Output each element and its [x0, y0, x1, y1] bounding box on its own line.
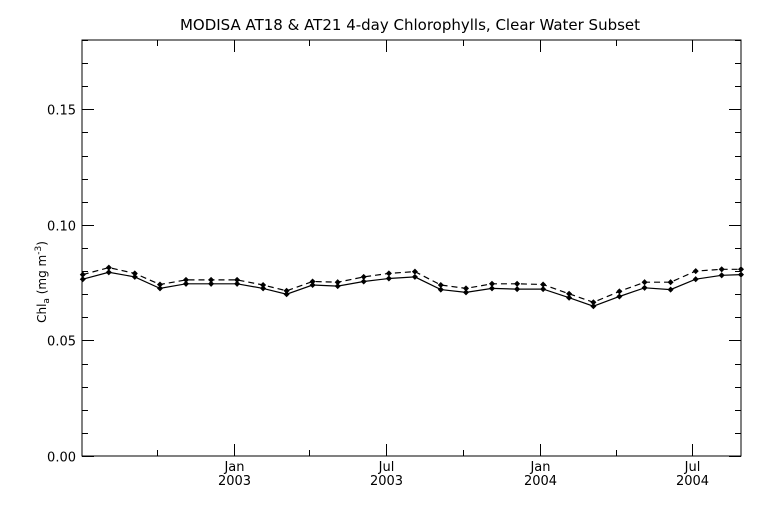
data-point: [182, 280, 190, 287]
x-tick-label-year: 2003: [370, 474, 403, 489]
data-point: [131, 270, 138, 277]
data-point: [667, 279, 674, 286]
data-point: [540, 286, 547, 293]
data-point: [514, 286, 521, 293]
y-axis-label-close: ): [35, 241, 49, 246]
data-point: [208, 280, 215, 287]
data-point: [590, 303, 597, 310]
y-tick-label: 0.15: [47, 104, 76, 119]
data-point: [334, 283, 341, 290]
data-point: [79, 276, 86, 283]
data-point: [208, 276, 215, 283]
x-tick-label-month: Jul: [684, 460, 701, 475]
y-axis-label-main: Chl: [35, 304, 49, 323]
data-point: [616, 288, 623, 295]
data-point: [156, 281, 164, 288]
data-point: [667, 286, 674, 293]
series-layer: [79, 264, 745, 310]
series-solid: [79, 269, 745, 310]
data-point: [105, 269, 112, 276]
data-point: [718, 266, 725, 273]
data-point: [616, 293, 623, 300]
data-point: [360, 273, 367, 280]
data-point: [385, 275, 392, 282]
x-tick-label-year: 2003: [218, 474, 251, 489]
data-point: [737, 266, 745, 273]
data-point: [360, 278, 367, 285]
data-point: [411, 268, 418, 275]
data-point: [692, 276, 699, 283]
data-point: [566, 294, 573, 301]
data-point: [334, 279, 341, 286]
x-tick-label-year: 2004: [524, 474, 557, 489]
data-point: [488, 280, 496, 287]
data-point: [260, 281, 267, 289]
data-point: [540, 281, 547, 288]
data-point: [385, 270, 392, 277]
data-point: [411, 273, 418, 280]
data-point: [641, 279, 648, 286]
data-point: [462, 285, 470, 292]
data-point: [590, 299, 597, 306]
data-point: [718, 272, 725, 279]
data-point: [234, 276, 241, 283]
y-axis-label: Chla (mg m-3): [34, 241, 52, 323]
data-point: [260, 285, 267, 292]
data-point: [462, 289, 470, 296]
data-point: [692, 268, 699, 275]
data-point: [79, 271, 86, 278]
y-axis-label-subscript: a: [42, 298, 52, 304]
data-point: [437, 281, 444, 289]
y-tick-label: 0.10: [47, 220, 76, 235]
data-point: [737, 271, 745, 278]
data-point: [566, 290, 573, 297]
data-point: [309, 281, 316, 289]
data-point: [437, 286, 444, 293]
data-point: [309, 278, 316, 285]
y-tick-label: 0.00: [47, 451, 76, 466]
y-axis-label-unit: (mg m: [35, 255, 49, 298]
data-point: [488, 285, 496, 292]
data-point: [182, 276, 190, 283]
series-line-solid: [82, 271, 742, 307]
data-point: [131, 273, 138, 280]
y-axis: 0.00 0.05 0.10 0.15: [47, 40, 741, 466]
x-tick-label-year: 2004: [676, 474, 709, 489]
x-tick-label-month: Jul: [378, 460, 395, 475]
y-axis-label-superscript: -3: [34, 246, 44, 255]
plot-frame: [81, 39, 742, 457]
data-point: [514, 280, 521, 287]
y-tick-label: 0.05: [47, 335, 76, 350]
data-point: [641, 284, 648, 291]
data-point: [105, 264, 112, 271]
data-point: [283, 291, 290, 298]
data-point: [234, 280, 241, 287]
series-dashed: [79, 264, 745, 306]
chart-title: MODISA AT18 & AT21 4-day Chlorophylls, C…: [180, 16, 640, 34]
data-point: [283, 287, 290, 294]
x-tick-label-month: Jan: [529, 460, 550, 475]
data-point: [156, 285, 164, 292]
x-tick-label-month: Jan: [223, 460, 244, 475]
